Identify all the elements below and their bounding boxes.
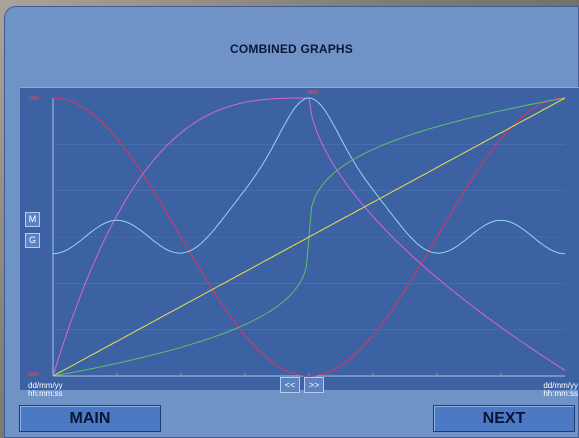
cyan-curve [52,97,566,255]
y-bottom-label: 0000 [28,372,39,378]
x-start-date: dd/mm/yy [28,381,63,390]
m-button[interactable]: M [25,212,40,227]
page-title: COMBINED GRAPHS [229,42,353,56]
g-button[interactable]: G [25,233,40,248]
y-top-label: 1000 [28,96,39,102]
red-curve [52,97,566,377]
graphs-panel: COMBINED GRAPHS 1000 0000 MAX dd/mm/yy h… [4,6,579,438]
x-end-time: hh:mm:ss [543,389,578,398]
x-end-label: dd/mm/yy hh:mm:ss [543,382,578,398]
grid [53,144,565,376]
main-button[interactable]: MAIN [19,405,161,432]
peak-label: MAX [308,90,320,96]
combined-graph: 1000 0000 MAX [28,90,566,378]
x-start-time: hh:mm:ss [28,389,63,398]
graph-area: 1000 0000 MAX dd/mm/yy hh:mm:ss dd/mm/yy… [20,87,579,398]
x-start-label: dd/mm/yy hh:mm:ss [28,382,63,398]
prev-page-button[interactable]: << [280,377,300,393]
next-page-button[interactable]: >> [304,377,324,393]
next-button[interactable]: NEXT [433,405,575,432]
yellow-curve [52,97,566,377]
x-end-date: dd/mm/yy [543,381,578,390]
